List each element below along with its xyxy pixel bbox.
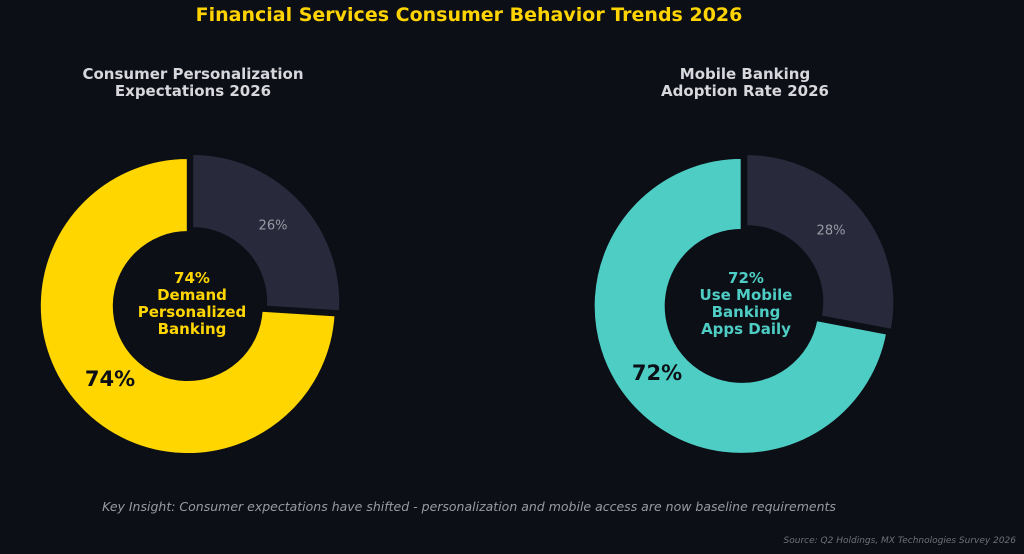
donut-2-center-line-1: 72%: [728, 269, 764, 287]
donut-1-center-line-2: Demand: [157, 286, 227, 304]
donut-1-center-line-1: 74%: [174, 269, 210, 287]
donut-1-center-line-3: Personalized: [138, 303, 247, 321]
donut-2-remainder-label: 28%: [817, 224, 846, 239]
donut-1-slice-main: [38, 157, 337, 456]
page-title: Financial Services Consumer Behavior Tre…: [195, 4, 743, 26]
donut-2-slice-main: [592, 156, 889, 455]
source-note: Source: Q2 Holdings, MX Technologies Sur…: [783, 536, 1016, 546]
donut-1-main-label: 74%: [85, 367, 135, 391]
donut-1-center-line-4: Banking: [158, 320, 227, 338]
donut-2-center-line-2: Use Mobile: [700, 286, 793, 304]
donut-2-center-line-4: Apps Daily: [701, 320, 791, 338]
chart-title-personalization: Consumer Personalization Expectations 202…: [82, 65, 304, 100]
donut-2-center-line-3: Banking: [712, 303, 781, 321]
key-insight: Key Insight: Consumer expectations have …: [102, 499, 836, 514]
donut-2-main-label: 72%: [632, 361, 682, 385]
donut-2-slice-remainder: [745, 153, 896, 331]
donut-1-remainder-label: 26%: [259, 219, 288, 234]
chart-title-mobile-banking: Mobile Banking Adoption Rate 2026: [661, 65, 829, 100]
donut-1-slice-remainder: [191, 152, 342, 313]
